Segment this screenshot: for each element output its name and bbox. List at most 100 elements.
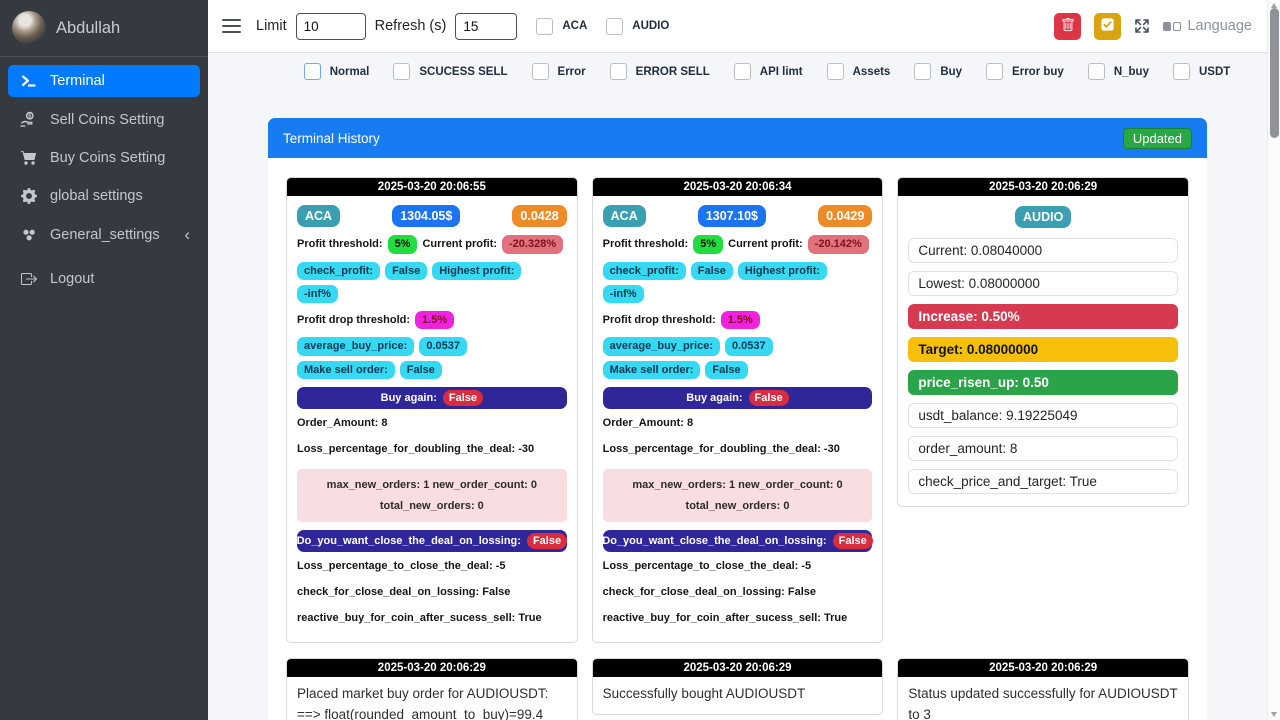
buy-again-value-badge: False — [748, 390, 789, 407]
updated-badge[interactable]: Updated — [1122, 127, 1192, 149]
limit-input[interactable] — [295, 12, 366, 40]
profit-drop-label: Profit drop threshold: — [297, 314, 411, 327]
sidebar-item-terminal[interactable]: Terminal — [8, 65, 200, 97]
filter-assets[interactable]: Assets — [826, 63, 890, 80]
check-price-target-row: check_price_and_target: True — [908, 469, 1178, 495]
filter-api-limit[interactable]: API limt — [733, 63, 803, 80]
sidebar-nav: Terminal $ Sell Coins Setting Buy Coins … — [0, 57, 208, 309]
confirm-button[interactable] — [1094, 12, 1122, 40]
highest-profit-label-badge: Highest profit: — [432, 261, 522, 280]
loss-doubling-line: Loss_percentage_for_doubling_the_deal: -… — [297, 443, 535, 456]
terminal-history-panel: Terminal History Updated 2025-03-20 20:0… — [268, 118, 1207, 720]
reactive-buy-line: reactive_buy_for_coin_after_sucess_sell:… — [602, 612, 848, 625]
profit-threshold-label: Profit threshold: — [297, 238, 383, 251]
panel-header: Terminal History Updated — [268, 118, 1207, 158]
aca-checkbox[interactable] — [536, 17, 554, 35]
delete-button[interactable] — [1054, 12, 1082, 40]
error-sell-checkbox[interactable] — [609, 63, 627, 80]
profit-threshold-badge: 5% — [387, 235, 418, 254]
close-deal-value-badge: False — [832, 533, 873, 550]
language-label: Language — [1187, 18, 1252, 34]
check-close-line: check_for_close_deal_on_lossing: False — [297, 586, 511, 599]
log-card: 2025-03-20 20:06:29 Successfully bought … — [591, 658, 884, 715]
logout-icon — [18, 271, 39, 287]
make-sell-label-badge: Make sell order: — [602, 360, 701, 380]
aca-toggle[interactable]: ACA — [536, 17, 587, 35]
loss-doubling-line: Loss_percentage_for_doubling_the_deal: -… — [602, 443, 840, 456]
check-profit-value-badge: False — [385, 261, 428, 280]
panel-body: 2025-03-20 20:06:55 ACA 1304.05$ 0.0428 … — [268, 158, 1207, 720]
scroll-up-arrow[interactable] — [1271, 3, 1277, 8]
audio-checkbox[interactable] — [606, 17, 624, 35]
highest-profit-value-badge: -inf% — [602, 284, 644, 304]
n-buy-checkbox[interactable] — [1087, 63, 1105, 80]
sidebar-item-label: Terminal — [50, 73, 105, 89]
make-sell-label-badge: Make sell order: — [297, 360, 395, 380]
increase-row: Increase: 0.50% — [908, 304, 1178, 330]
lowest-price-row: Lowest: 0.08000000 — [908, 271, 1178, 297]
language-menu[interactable]: Language — [1163, 18, 1252, 34]
sidebar-item-general-settings[interactable]: General_settings ‹ — [8, 218, 200, 251]
filter-error-buy[interactable]: Error buy — [986, 63, 1064, 80]
highest-profit-label-badge: Highest profit: — [737, 261, 828, 280]
scroll-down-arrow[interactable] — [1271, 712, 1277, 717]
filter-normal[interactable]: Normal — [303, 63, 369, 80]
scrollbar-thumb[interactable] — [1270, 8, 1279, 138]
orders-box: max_new_orders: 1 new_order_count: 0 tot… — [602, 469, 873, 523]
current-profit-label: Current profit: — [728, 238, 803, 251]
panel-title: Terminal History — [283, 130, 380, 146]
profit-drop-label: Profit drop threshold: — [602, 314, 716, 327]
close-deal-bar: Do_you_want_close_the_deal_on_lossing: F… — [602, 530, 873, 553]
sidebar-item-label: General_settings — [50, 226, 160, 243]
buy-again-bar: Buy again: False — [297, 387, 567, 410]
profit-threshold-badge: 5% — [693, 235, 724, 254]
assets-checkbox[interactable] — [826, 63, 844, 80]
error-buy-checkbox[interactable] — [986, 63, 1004, 80]
card-timestamp: 2025-03-20 20:06:34 — [592, 178, 883, 196]
fullscreen-icon[interactable] — [1134, 18, 1150, 34]
filter-error-sell[interactable]: ERROR SELL — [609, 63, 710, 80]
check-profit-label-badge: check_profit: — [297, 261, 381, 280]
audio-status-card: 2025-03-20 20:06:29 AUDIO Current: 0.080… — [897, 177, 1189, 508]
limit-label: Limit — [256, 18, 287, 34]
top-navbar: Limit Refresh (s) ACA AUDIO — [208, 0, 1280, 53]
sidebar-item-label: Logout — [50, 271, 95, 287]
buy-again-bar: Buy again: False — [602, 387, 873, 410]
cart-icon — [18, 150, 39, 166]
current-profit-badge: -20.142% — [807, 235, 869, 254]
filter-success-sell[interactable]: SCUCESS SELL — [393, 63, 508, 80]
usdt-checkbox[interactable] — [1172, 63, 1190, 80]
refresh-input[interactable] — [455, 12, 518, 40]
sidebar-item-logout[interactable]: Logout — [8, 263, 200, 295]
chevron-left-icon: ‹ — [184, 225, 190, 244]
filter-n-buy[interactable]: N_buy — [1087, 63, 1149, 80]
window-scrollbar[interactable] — [1267, 0, 1280, 720]
card-timestamp: 2025-03-20 20:06:29 — [898, 659, 1188, 678]
filter-usdt[interactable]: USDT — [1172, 63, 1230, 80]
sidebar-item-global-settings[interactable]: global settings — [8, 180, 200, 212]
success-sell-checkbox[interactable] — [393, 63, 411, 80]
close-deal-value-badge: False — [526, 533, 568, 550]
normal-checkbox[interactable] — [303, 63, 321, 80]
target-row: Target: 0.08000000 — [908, 337, 1178, 363]
user-panel[interactable]: Abdullah — [0, 0, 208, 57]
sidebar-item-label: Buy Coins Setting — [50, 150, 166, 166]
trade-card: 2025-03-20 20:06:55 ACA 1304.05$ 0.0428 … — [286, 177, 578, 644]
order-amount-line: Order_Amount: 8 — [297, 417, 388, 430]
error-checkbox[interactable] — [531, 63, 549, 80]
sidebar-item-buy-coins[interactable]: Buy Coins Setting — [8, 142, 200, 174]
filter-buy[interactable]: Buy — [914, 63, 962, 80]
make-sell-value-badge: False — [399, 360, 442, 380]
audio-toggle[interactable]: AUDIO — [606, 17, 669, 35]
buy-checkbox[interactable] — [914, 63, 932, 80]
orders-box: max_new_orders: 1 new_order_count: 0 tot… — [297, 469, 567, 523]
card-timestamp: 2025-03-20 20:06:29 — [287, 659, 577, 678]
buy-again-value-badge: False — [442, 390, 484, 407]
sidebar-item-sell-coins[interactable]: $ Sell Coins Setting — [8, 103, 200, 136]
profit-threshold-label: Profit threshold: — [602, 238, 689, 251]
api-limit-checkbox[interactable] — [733, 63, 751, 80]
filter-error[interactable]: Error — [531, 63, 586, 80]
make-sell-value-badge: False — [705, 360, 748, 380]
menu-toggle-icon[interactable] — [222, 19, 241, 33]
coin-badge: ACA — [602, 205, 646, 228]
